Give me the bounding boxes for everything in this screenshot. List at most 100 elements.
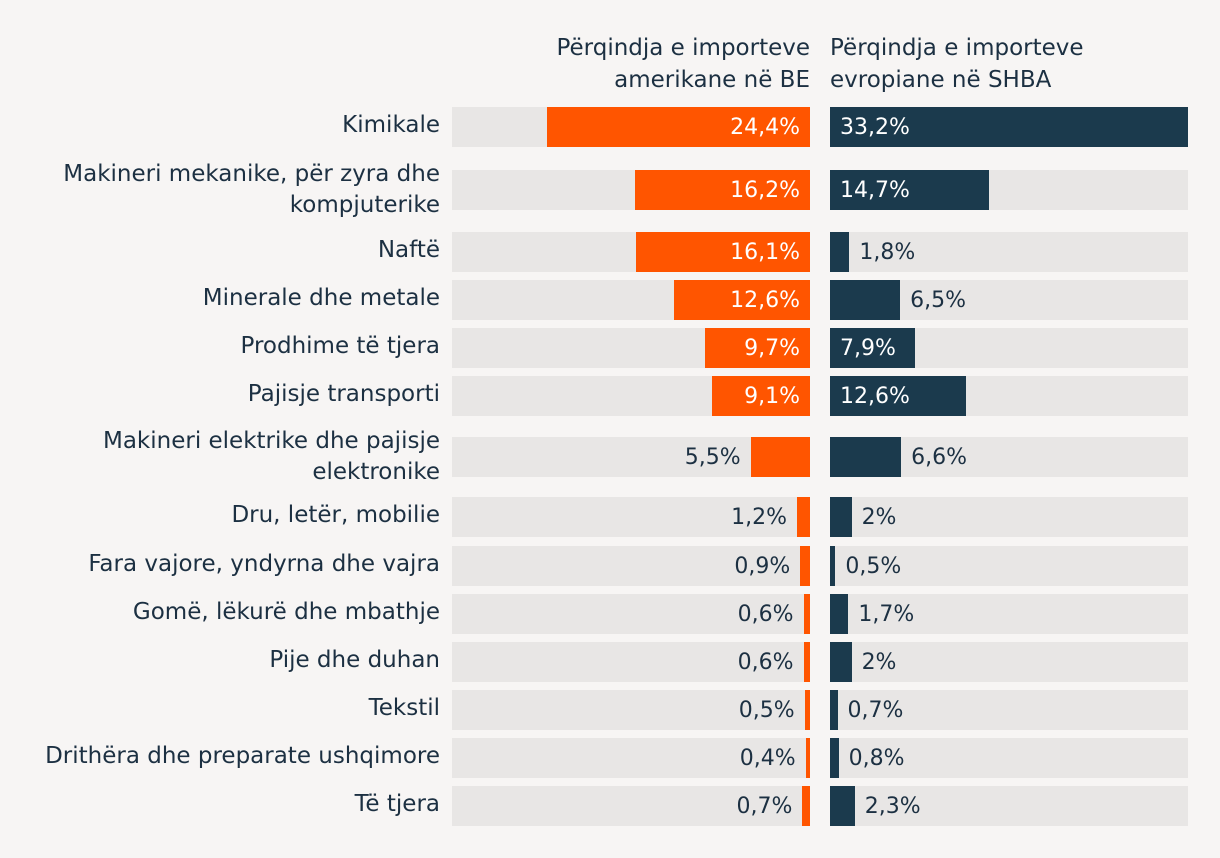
bar-eu-imports [546,107,810,147]
value-label-us: 12,6% [840,383,910,409]
category-label: Makineri mekanike, për zyra dhe kompjute… [63,161,440,218]
track-eu: 0,6% [452,594,810,634]
value-label-us: 6,5% [910,287,966,313]
track-us: 0,5% [830,546,1188,586]
value-label-eu: 0,9% [734,553,791,579]
category-label: Tekstil [368,694,440,721]
header-us-imports: Përqindja e importeve evropiane në SHBA [830,35,1084,93]
value-label-us: 0,7% [847,697,904,723]
value-label-eu: 0,6% [737,649,794,675]
track-eu: 16,1% [452,232,810,272]
value-label-eu: 16,1% [730,239,800,265]
value-label-eu: 5,5% [684,444,741,470]
bar-eu-imports [803,594,810,634]
header-eu-imports: Përqindja e importeve amerikane në BE [556,35,810,93]
chart-row: Drithëra dhe preparate ushqimore 0,4% 0,8% [0,738,1220,778]
category-label: Fara vajore, yndyrna dhe vajra [88,550,440,577]
track-us: 12,6% [830,376,1188,416]
category-label: Pajisje transporti [247,380,440,407]
value-label-us: 1,8% [859,239,916,265]
value-label-eu: 1,2% [731,504,788,530]
bar-us-imports [830,738,839,778]
value-label-eu: 0,5% [738,697,795,723]
bar-eu-imports [750,437,810,477]
bar-eu-imports [797,497,810,537]
bar-us-imports [830,437,902,477]
track-eu: 1,2% [452,497,810,537]
bar-eu-imports [802,786,810,826]
track-eu: 0,9% [452,546,810,586]
track-eu: 0,4% [452,738,810,778]
bar-eu-imports [674,280,810,320]
bar-eu-imports [805,738,810,778]
track-us: 2% [830,642,1188,682]
bar-us-imports [830,497,852,537]
value-label-us: 7,9% [840,335,896,361]
bar-eu-imports [800,546,810,586]
track-us: 2% [830,497,1188,537]
track-eu: 0,7% [452,786,810,826]
value-label-us: 2,3% [864,793,921,819]
value-label-eu: 9,7% [744,335,800,361]
value-label-us: 0,8% [848,745,905,771]
category-label: Kimikale [342,111,440,138]
bar-eu-imports [803,642,810,682]
chart-row: Pajisje transporti 9,1% 12,6% [0,376,1220,416]
value-label-eu: 0,4% [739,745,796,771]
value-label-eu: 16,2% [730,177,800,203]
chart-row: Fara vajore, yndyrna dhe vajra 0,9% 0,5% [0,546,1220,586]
chart-row: Dru, letër, mobilie 1,2% 2% [0,497,1220,537]
category-label: Gomë, lëkurë dhe mbathje [132,598,440,625]
track-eu: 9,1% [452,376,810,416]
track-us: 6,6% [830,437,1188,477]
bar-us-imports [830,170,989,210]
value-label-us: 33,2% [840,114,910,140]
chart-row: Prodhime të tjera 9,7% 7,9% [0,328,1220,368]
value-label-us: 2% [861,504,897,530]
category-label: Minerale dhe metale [202,284,440,311]
track-eu: 0,6% [452,642,810,682]
bar-eu-imports [705,328,810,368]
chart-row: Minerale dhe metale 12,6% 6,5% [0,280,1220,320]
track-us: 2,3% [830,786,1188,826]
track-eu: 5,5% [452,437,810,477]
bar-us-imports [830,642,852,682]
bar-eu-imports [804,690,810,730]
track-us: 33,2% [830,107,1188,147]
category-label: Makineri elektrike dhe pajisje elektroni… [102,428,440,485]
value-label-us: 1,7% [858,601,915,627]
track-eu: 9,7% [452,328,810,368]
track-eu: 16,2% [452,170,810,210]
chart-row: Makineri mekanike, për zyra dhe kompjute… [0,161,1220,218]
category-label: Drithëra dhe preparate ushqimore [45,742,440,769]
track-us: 0,8% [830,738,1188,778]
chart-row: Kimikale 24,4% 33,2% [0,107,1220,147]
category-label: Naftë [377,236,440,263]
value-label-eu: 0,6% [737,601,794,627]
bar-us-imports [830,280,901,320]
track-us: 6,5% [830,280,1188,320]
track-us: 1,7% [830,594,1188,634]
bar-eu-imports [711,376,810,416]
track-us: 1,8% [830,232,1188,272]
bar-us-imports [830,594,849,634]
bar-eu-imports [635,170,810,210]
bar-us-imports [830,376,966,416]
chart-row: Të tjera 0,7% 2,3% [0,786,1220,826]
track-us: 7,9% [830,328,1188,368]
value-label-eu: 9,1% [744,383,800,409]
track-eu: 0,5% [452,690,810,730]
category-label: Prodhime të tjera [240,332,440,359]
category-label: Dru, letër, mobilie [231,501,440,528]
bar-us-imports [830,690,838,730]
bar-us-imports [830,107,1188,147]
track-us: 0,7% [830,690,1188,730]
chart-row: Tekstil 0,5% 0,7% [0,690,1220,730]
value-label-eu: 0,7% [736,793,793,819]
value-label-eu: 24,4% [730,114,800,140]
bar-us-imports [830,546,836,586]
value-label-us: 0,5% [845,553,902,579]
value-label-eu: 12,6% [730,287,800,313]
track-us: 14,7% [830,170,1188,210]
